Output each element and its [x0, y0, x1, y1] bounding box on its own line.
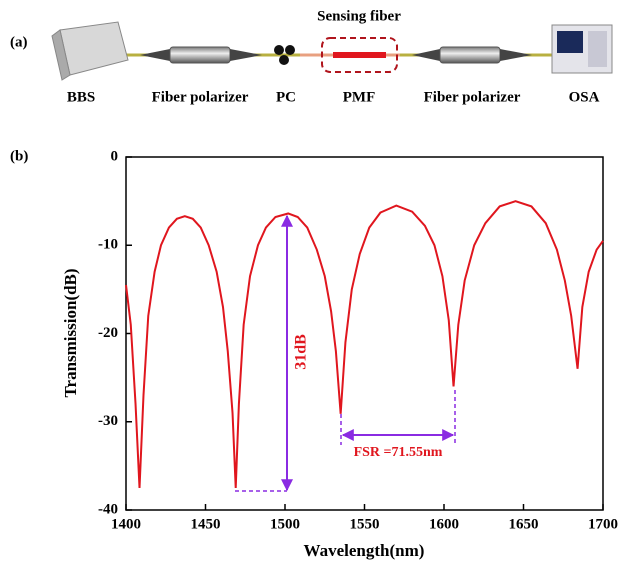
fiber-polarizer [412, 46, 532, 64]
panel-label: (a) [10, 34, 28, 50]
pmf [333, 52, 386, 58]
sensing-label: Sensing fiber [317, 8, 401, 24]
fiber-polarizer [140, 46, 262, 64]
panel-label: (b) [10, 148, 28, 164]
x-tick-label: 1500 [270, 516, 300, 532]
x-tick-label: 1450 [191, 516, 221, 532]
osa-device [551, 24, 613, 74]
y-tick-label: -40 [98, 501, 118, 517]
bbs-device [51, 21, 129, 81]
y-tick-label: -10 [98, 237, 118, 253]
data-line [125, 200, 604, 488]
component-label: PMF [343, 89, 375, 105]
component-label: Fiber polarizer [424, 89, 521, 105]
annotation: 31dB [293, 334, 310, 370]
component-label: OSA [569, 89, 600, 105]
x-tick-label: 1650 [509, 516, 539, 532]
polarization-controller [274, 45, 295, 65]
x-axis-title: Wavelength(nm) [304, 541, 425, 560]
component-label: Fiber polarizer [152, 89, 249, 105]
y-axis-title: Transmission(dB) [61, 268, 80, 397]
y-tick-label: -20 [98, 325, 118, 341]
annotation: FSR =71.55nm [354, 445, 443, 460]
component-label: BBS [67, 89, 95, 105]
y-tick-label: 0 [111, 148, 119, 164]
x-tick-label: 1550 [350, 516, 380, 532]
x-tick-label: 1600 [429, 516, 459, 532]
component-label: PC [276, 89, 296, 105]
sensing-box [321, 37, 398, 73]
x-tick-label: 1400 [111, 516, 141, 532]
y-tick-label: -30 [98, 413, 118, 429]
x-tick-label: 1700 [588, 516, 618, 532]
